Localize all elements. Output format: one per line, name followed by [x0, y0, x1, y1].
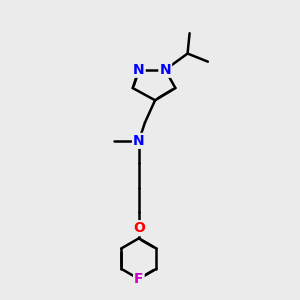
Text: N: N	[159, 63, 171, 77]
Text: O: O	[133, 221, 145, 235]
Text: F: F	[134, 272, 144, 286]
Text: N: N	[133, 63, 145, 77]
Text: N: N	[133, 134, 145, 148]
